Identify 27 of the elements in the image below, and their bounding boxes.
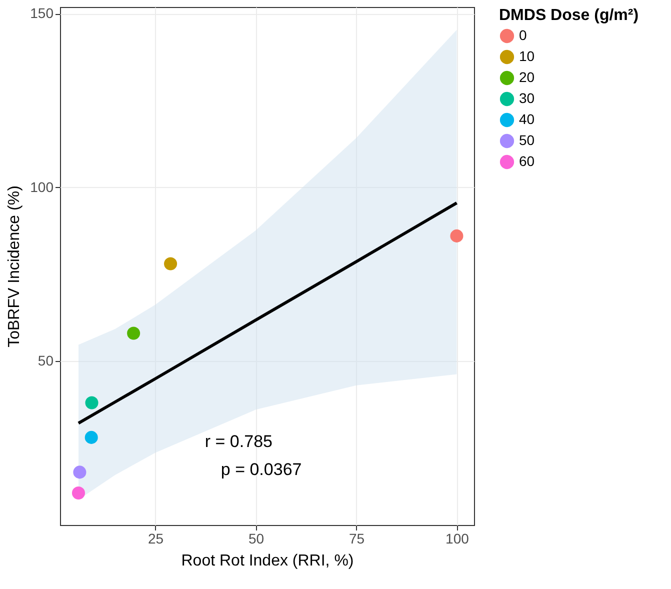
- y-tick-label: 50: [38, 352, 54, 369]
- y-axis-title: ToBRFV Incidence (%): [6, 186, 24, 348]
- x-tick-label: 25: [148, 530, 164, 546]
- legend-label: 40: [519, 111, 535, 127]
- legend-label: 20: [519, 69, 535, 85]
- x-tick-label: 100: [446, 530, 470, 546]
- y-tick-label: 100: [30, 178, 54, 195]
- y-tick-label: 150: [30, 5, 54, 22]
- x-tick-label: 75: [348, 530, 365, 546]
- legend-label: 50: [519, 132, 535, 148]
- point: [73, 466, 86, 479]
- point: [84, 430, 98, 444]
- point: [72, 486, 86, 500]
- legend-label: 30: [519, 90, 535, 106]
- legend-label: 10: [519, 48, 535, 64]
- point: [164, 257, 178, 270]
- annotation: r = 0.785: [204, 432, 272, 452]
- point: [127, 326, 140, 340]
- legend-label: 0: [519, 27, 527, 43]
- annotation: p = 0.0367: [220, 460, 302, 480]
- x-axis-title: Root Rot Index (RRI, %): [181, 552, 354, 570]
- point: [85, 396, 98, 410]
- x-tick-label: 50: [248, 530, 264, 546]
- legend-label: 60: [519, 153, 535, 169]
- legend-title: DMDS Dose (g/m²): [499, 7, 639, 24]
- line-series: [76, 201, 458, 425]
- point: [450, 229, 464, 242]
